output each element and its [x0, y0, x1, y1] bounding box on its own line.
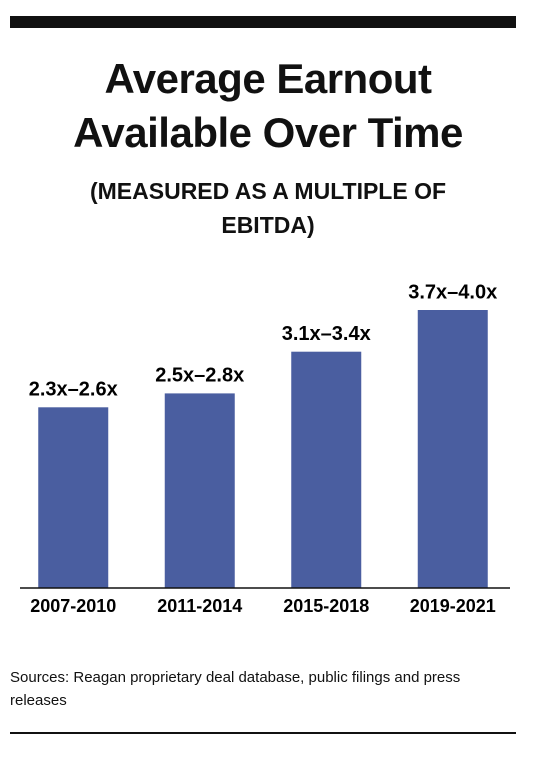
bar — [417, 310, 488, 588]
chart-subtitle: (MEASURED AS A MULTIPLE OF EBITDA) — [89, 178, 447, 238]
bar — [291, 351, 362, 588]
bar — [38, 407, 109, 588]
x-tick-label: 2015-2018 — [283, 596, 369, 616]
x-tick-label: 2007-2010 — [30, 596, 116, 616]
value-label: 2.3x–2.6x — [29, 379, 118, 401]
x-tick-label: 2011-2014 — [157, 596, 242, 616]
bottom-rule — [10, 732, 516, 734]
x-tick-label: 2019-2021 — [410, 596, 496, 616]
top-rule — [10, 16, 516, 28]
value-label: 3.1x–3.4x — [282, 323, 371, 345]
value-label: 3.7x–4.0x — [408, 281, 497, 303]
source-note: Sources: Reagan proprietary deal databas… — [10, 669, 461, 709]
chart-title: Average Earnout Available Over Time — [73, 55, 463, 156]
bar — [164, 393, 235, 588]
value-label: 2.5x–2.8x — [155, 365, 244, 387]
